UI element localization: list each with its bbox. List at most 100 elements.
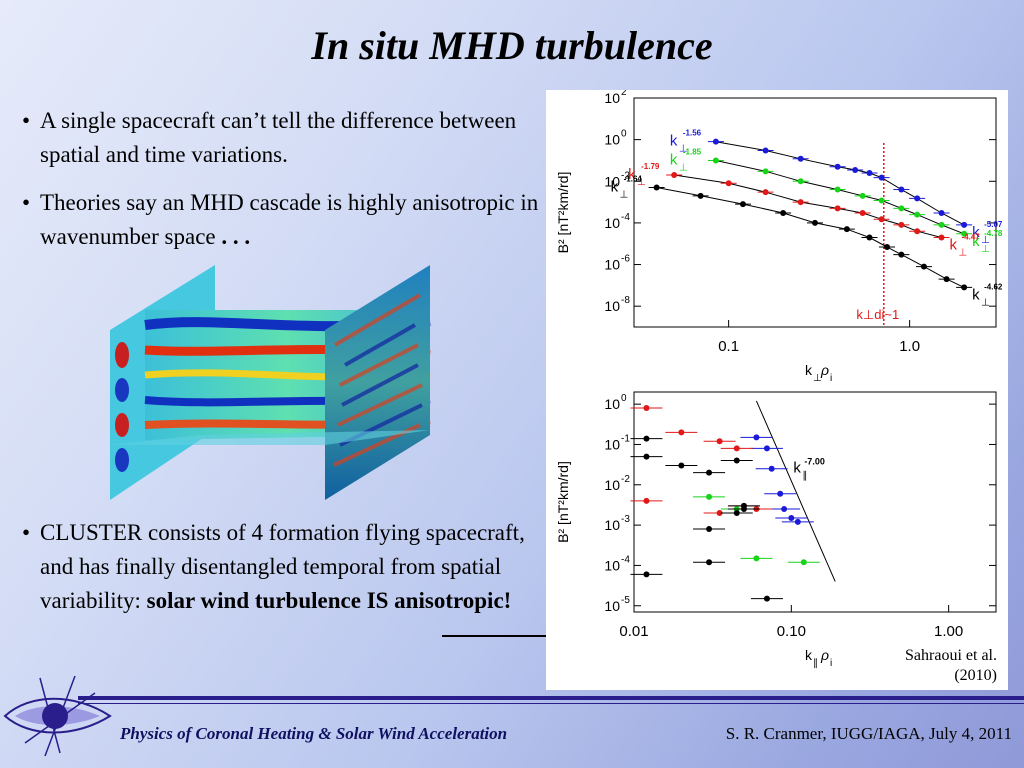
chart-0-series-2-point-8 <box>914 228 921 235</box>
chart-1-series-0-point-2 <box>768 465 775 472</box>
turbulence-cube-image <box>110 265 431 500</box>
chart-0-series-0-point-0 <box>712 138 719 145</box>
chart-1-xlabel: k <box>805 647 813 663</box>
chart-0-series-3-point-0 <box>653 184 660 191</box>
bullet-marker: • <box>22 108 31 133</box>
chart-0-series-1-k-high-sub: ⊥ <box>981 244 990 255</box>
chart-0-series-1-point-3 <box>834 186 841 193</box>
chart-1-xtick-label: 0.01 <box>619 623 648 640</box>
chart-0-frame <box>633 97 997 328</box>
chart-1-series-3-point-11 <box>763 595 770 602</box>
chart-1-ytick-label: 10 <box>604 517 620 533</box>
chart-1-ytick-label: 10 <box>604 557 620 573</box>
chart-0-series-0-point-3 <box>834 163 841 170</box>
chart-0-series-3-k-low-sub: ⊥ <box>620 190 629 201</box>
chart-0-ytick-label-exponent: 0 <box>621 129 627 140</box>
cube-back-blob <box>115 342 129 368</box>
chart-0-series-1-k-low: k <box>670 151 678 168</box>
chart-0-ytick-label: 10 <box>604 215 620 231</box>
bullet-theories: • Theories say an MHD cascade is highly … <box>22 186 542 254</box>
chart-0-vline-label: k⊥di~1 <box>856 307 899 322</box>
chart-0-ytick-label: 10 <box>604 90 620 106</box>
chart-0-series-0-point-8 <box>914 195 921 202</box>
chart-0-ytick-label-exponent: -6 <box>621 254 630 265</box>
footer-rule <box>78 696 1024 700</box>
chart-0-series-3-k-high: k <box>972 286 980 303</box>
chart-0-ytick-label: 10 <box>604 298 620 314</box>
chart-0-series-1-point-0 <box>712 157 719 164</box>
bullet-cluster: • CLUSTER consists of 4 formation flying… <box>22 516 542 618</box>
chart-1-xlabel-rho: ρ <box>820 647 829 663</box>
chart-1-series-0-point-6 <box>794 518 801 525</box>
chart-0-series-1-k-low-sub: ⊥ <box>679 162 688 173</box>
chart-0-series-1-fit <box>715 160 965 235</box>
chart-0-series-0-point-6 <box>878 174 885 181</box>
chart-0-series-0-k-high-sub: ⊥ <box>981 235 990 246</box>
chart-0-series-2-k-low: k <box>628 166 636 183</box>
chart-1-series-0-point-1 <box>763 445 770 452</box>
bullet-marker: • <box>22 190 31 215</box>
chart-0-series-1-point-6 <box>898 205 905 212</box>
chart-0-series-2-point-5 <box>859 209 866 216</box>
chart-0-series-2-point-2 <box>762 189 769 196</box>
ellipsis: . . . <box>221 224 251 249</box>
chart-0-series-3-point-6 <box>866 234 873 241</box>
chart-0-series-2-point-0 <box>671 172 678 179</box>
chart-1-ytick-label-exponent: -2 <box>621 474 630 485</box>
chart-0-series-1-slope-high: -4.78 <box>984 229 1003 238</box>
chart-1-series-3-point-0 <box>643 435 650 442</box>
chart-0-series-3-point-9 <box>920 263 927 270</box>
chart-0-series-3-point-8 <box>898 251 905 258</box>
chart-0-ytick-label-exponent: -2 <box>621 170 630 181</box>
chart-0-series-2-slope-low: -1.79 <box>641 162 660 171</box>
chart-1-series-2-point-4 <box>643 497 650 504</box>
citation-authors: Sahraoui et al. <box>905 647 997 664</box>
chart-1-series-0-point-0 <box>753 434 760 441</box>
bottom-bullet-list: • CLUSTER consists of 4 formation flying… <box>22 516 542 632</box>
chart-1-series-3-point-10 <box>643 571 650 578</box>
cube-right-texture <box>333 293 423 467</box>
chart-0-series-0-slope-low: -1.56 <box>683 129 702 138</box>
footer-conference-title: Physics of Coronal Heating & Solar Wind … <box>120 724 508 743</box>
bullet-cluster-bold: solar wind turbulence IS anisotropic! <box>146 588 512 613</box>
chart-1-ytick-label-exponent: -3 <box>621 514 630 525</box>
chart-0-series-3-k-low: k <box>611 179 619 196</box>
chart-1-series-3-point-7 <box>733 509 740 516</box>
chart-1-series-2-point-2 <box>716 438 723 445</box>
chart-0-series-1-point-5 <box>878 197 885 204</box>
chart-1-frame <box>633 391 997 613</box>
chart-0-series-3-point-11 <box>961 284 968 291</box>
chart-0-series-1-point-8 <box>938 221 945 228</box>
chart-1-ytick-label-exponent: -5 <box>621 595 630 606</box>
chart-0-series-2-slope-high: -4.47 <box>962 232 981 241</box>
chart-0-series-2-point-6 <box>878 216 885 223</box>
chart-0-series-2-point-1 <box>725 180 732 187</box>
chart-0-series-3-point-2 <box>739 201 746 208</box>
chart-0-series-2-point-4 <box>834 205 841 212</box>
chart-0-ytick-label: 10 <box>604 173 620 189</box>
chart-0-series-3-k-high-sub: ⊥ <box>981 297 990 308</box>
bullet-spacecraft-text: A single spacecraft can’t tell the diffe… <box>40 108 517 167</box>
chart-1-ytick-label: 10 <box>604 477 620 493</box>
chart-0-series-1-point-2 <box>797 178 804 185</box>
chart-0-series-2-k-high-sub: ⊥ <box>959 247 968 258</box>
citation-year: (2010) <box>954 667 997 684</box>
cube-back-blob <box>115 448 129 472</box>
chart-0-series-1-slope-low: -1.85 <box>683 147 702 156</box>
chart-0-series-3-point-1 <box>697 192 704 199</box>
chart-1-xlabel-sub2: i <box>830 658 832 669</box>
chart-0-series-3-fit <box>656 187 965 288</box>
chart-1-ylabel: B² [nT²km/rd] <box>555 461 571 543</box>
chart-0-series-0-point-5 <box>866 169 873 176</box>
chart-0-series-3-point-4 <box>812 219 818 226</box>
cube-back-blob <box>115 413 129 437</box>
chart-1-fit-label-sub: ∥ <box>802 471 807 482</box>
chart-0-series-3-point-3 <box>780 209 787 216</box>
chart-0-series-0-slope-high: -5.07 <box>984 220 1003 229</box>
chart-0-xtick-label: 1.0 <box>899 338 920 355</box>
bullet-theories-text: Theories say an MHD cascade is highly an… <box>40 190 539 249</box>
chart-0-series-1-point-4 <box>859 192 866 199</box>
chart-0-series-2-point-9 <box>938 234 945 241</box>
chart-0-series-0-k-high: k <box>972 224 980 241</box>
chart-1-xtick-label: 1.00 <box>934 623 963 640</box>
